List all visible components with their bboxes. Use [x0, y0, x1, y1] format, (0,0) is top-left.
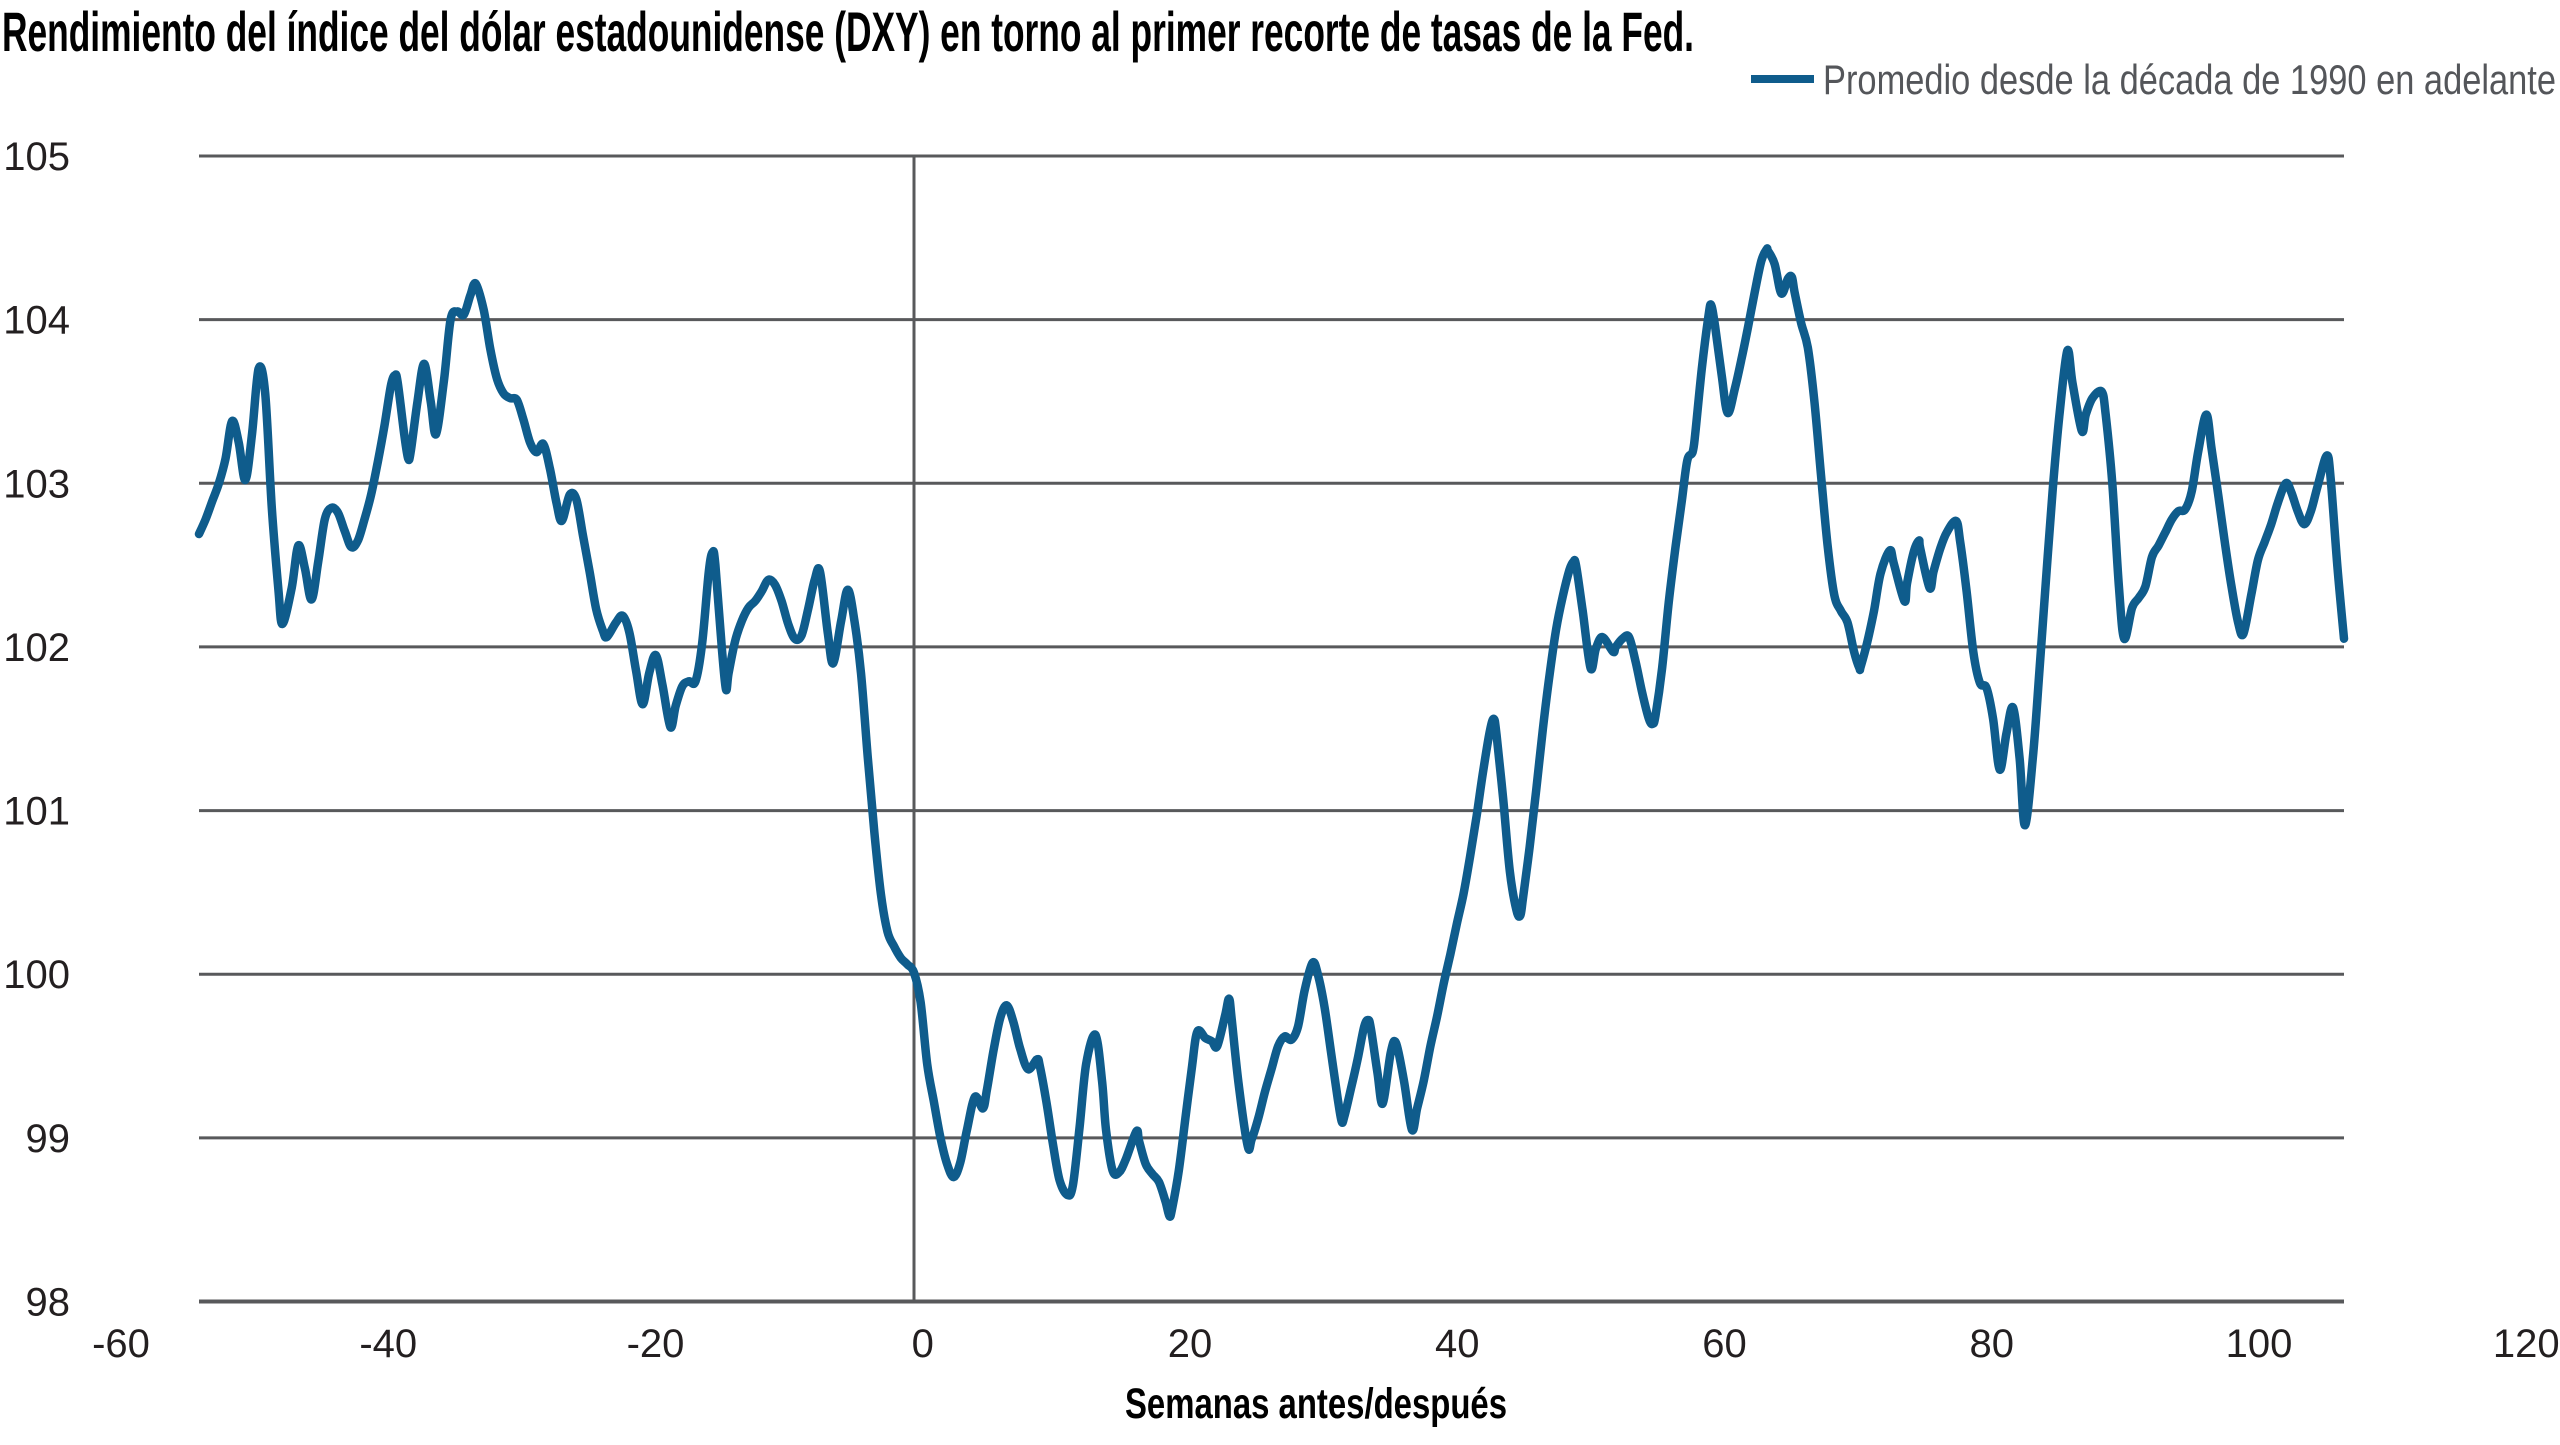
- y-tick-label-104: 104: [3, 299, 70, 343]
- x-tick-label-80: 80: [1970, 1322, 2015, 1366]
- x-tick-label--60: -60: [92, 1322, 150, 1366]
- y-tick-label-102: 102: [3, 626, 70, 670]
- series-line-promedio: [194, 244, 2349, 1221]
- y-tick-label-105: 105: [3, 135, 70, 179]
- x-tick-label-20: 20: [1168, 1322, 1213, 1366]
- x-tick-label-60: 60: [1702, 1322, 1747, 1366]
- x-tick-label-0: 0: [912, 1322, 934, 1366]
- y-tick-label-98: 98: [26, 1281, 71, 1325]
- x-tick-label-40: 40: [1435, 1322, 1480, 1366]
- x-axis-labels: -60 -40 -20 0 20 40 60 80 100 120: [92, 1322, 2560, 1366]
- x-tick-label-120: 120: [2493, 1322, 2560, 1366]
- chart-title: Rendimiento del índice del dólar estadou…: [2, 0, 1694, 63]
- legend: Promedio desde la década de 1990 en adel…: [1751, 56, 2556, 103]
- y-axis-labels: 98 99 100 101 102 103 104 105: [3, 135, 70, 1325]
- y-tick-label-99: 99: [26, 1117, 71, 1161]
- legend-label: Promedio desde la década de 1990 en adel…: [1823, 56, 2556, 103]
- x-tick-label--40: -40: [359, 1322, 417, 1366]
- y-tick-label-103: 103: [3, 462, 70, 506]
- x-tick-label-100: 100: [2226, 1322, 2293, 1366]
- y-tick-label-100: 100: [3, 953, 70, 997]
- x-axis-title: Semanas antes/después: [1125, 1380, 1507, 1428]
- y-tick-label-101: 101: [3, 790, 70, 834]
- x-tick-label--20: -20: [627, 1322, 685, 1366]
